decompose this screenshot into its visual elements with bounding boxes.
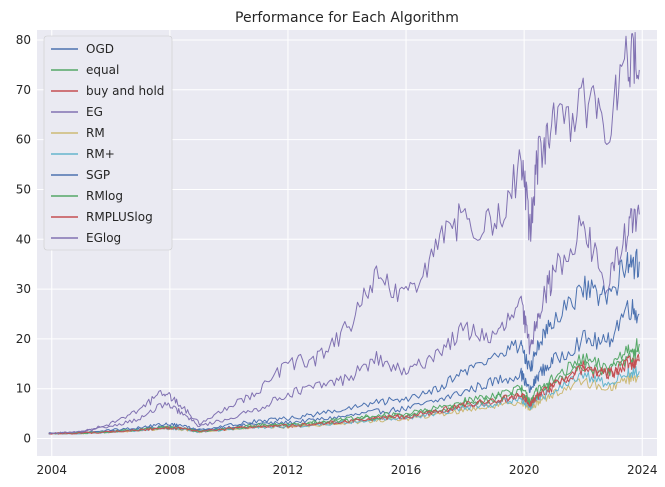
y-tick-label-1: 10 bbox=[16, 382, 31, 396]
legend: OGD equal buy and hold EG RM RM+ SGP RMlog RMPLU… bbox=[43, 35, 173, 251]
series-line-6 bbox=[48, 248, 640, 435]
legend-label-7: RMlog bbox=[86, 189, 123, 203]
legend-label-3: EG bbox=[86, 105, 103, 119]
y-tick-label-2: 20 bbox=[16, 332, 31, 346]
chart-title: Performance for Each Algorithm bbox=[235, 10, 459, 26]
x-tick-label-4: 2020 bbox=[509, 463, 540, 477]
x-tick-label-1: 2008 bbox=[155, 463, 186, 477]
y-tick-label-3: 30 bbox=[16, 282, 31, 296]
y-tick-label-8: 80 bbox=[16, 33, 31, 47]
y-tick-label-6: 60 bbox=[16, 133, 31, 147]
legend-label-4: RM bbox=[86, 126, 105, 140]
series-line-8 bbox=[48, 355, 640, 435]
y-tick-label-7: 70 bbox=[16, 83, 31, 97]
y-tick-label-5: 50 bbox=[16, 182, 31, 196]
legend-label-8: RMPLUSlog bbox=[86, 210, 153, 224]
series-line-9 bbox=[48, 32, 640, 435]
x-tick-label-3: 2016 bbox=[391, 463, 422, 477]
legend-label-5: RM+ bbox=[86, 147, 115, 161]
legend-label-6: SGP bbox=[86, 168, 110, 182]
y-tick-label-0: 0 bbox=[23, 432, 31, 446]
x-tick-label-5: 2024 bbox=[627, 463, 658, 477]
series-line-3 bbox=[48, 204, 640, 435]
legend-label-1: equal bbox=[86, 63, 119, 77]
x-tick-label-2: 2012 bbox=[273, 463, 304, 477]
legend-label-0: OGD bbox=[86, 42, 114, 56]
series-layer bbox=[48, 32, 640, 435]
legend-label-2: buy and hold bbox=[86, 84, 164, 98]
x-tick-label-0: 2004 bbox=[36, 463, 67, 477]
y-tick-label-4: 40 bbox=[16, 232, 31, 246]
ticks-layer: 0 10 20 30 40 50 60 70 80 2004 2008 2012 2016 2020 202… bbox=[16, 33, 658, 477]
legend-label-9: EGlog bbox=[86, 231, 121, 245]
